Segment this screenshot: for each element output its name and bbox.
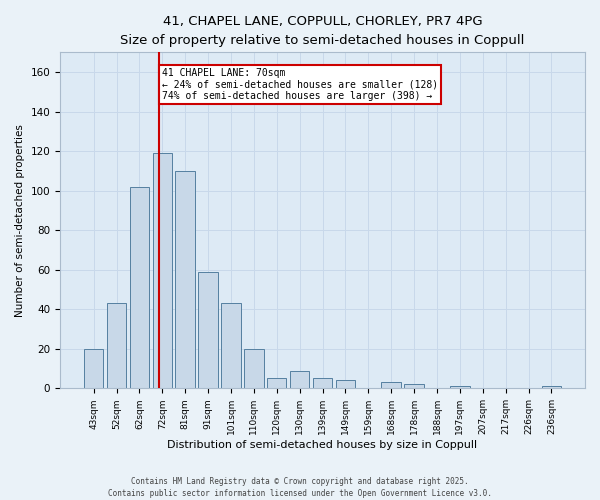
Bar (382, 382, 401, 388)
Bar (107, 304, 126, 388)
Bar (290, 370, 310, 388)
Bar (152, 153, 172, 388)
Text: 41 CHAPEL LANE: 70sqm
← 24% of semi-detached houses are smaller (128)
74% of sem: 41 CHAPEL LANE: 70sqm ← 24% of semi-deta… (162, 68, 439, 102)
Title: 41, CHAPEL LANE, COPPULL, CHORLEY, PR7 4PG
Size of property relative to semi-det: 41, CHAPEL LANE, COPPULL, CHORLEY, PR7 4… (121, 15, 525, 47)
X-axis label: Distribution of semi-detached houses by size in Coppull: Distribution of semi-detached houses by … (167, 440, 478, 450)
Bar (199, 272, 218, 388)
Bar (542, 386, 561, 388)
Bar (84, 349, 103, 389)
Y-axis label: Number of semi-detached properties: Number of semi-detached properties (15, 124, 25, 317)
Bar (221, 304, 241, 388)
Bar (267, 378, 286, 388)
Bar (130, 186, 149, 388)
Bar (450, 386, 470, 388)
Bar (404, 384, 424, 388)
Text: Contains HM Land Registry data © Crown copyright and database right 2025.
Contai: Contains HM Land Registry data © Crown c… (108, 476, 492, 498)
Bar (335, 380, 355, 388)
Bar (175, 171, 195, 388)
Bar (313, 378, 332, 388)
Bar (244, 349, 263, 389)
